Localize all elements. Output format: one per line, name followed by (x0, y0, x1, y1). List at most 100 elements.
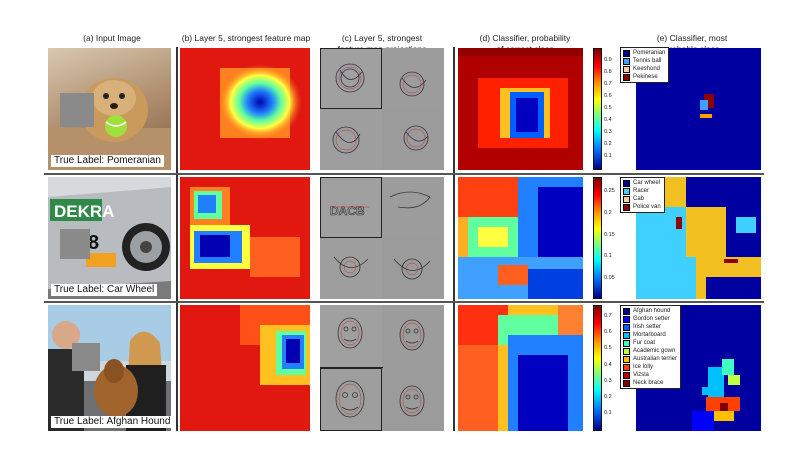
tick-label: 0.8 (604, 69, 612, 75)
legend-label: Fur coat (633, 340, 656, 346)
prob-map-pomeranian (458, 48, 583, 170)
legend-item: Pomeranian (623, 49, 665, 57)
input-image-car-wheel: DEKRA 8 True Label: Car Wheel (48, 177, 171, 299)
header-e-line1: (e) Classifier, most (656, 33, 728, 43)
legend-label: Vizsla (633, 372, 649, 378)
legend-swatch (623, 307, 630, 315)
projections-pomeranian (320, 48, 444, 170)
colorbar-ticks: 0.7 0.6 0.5 0.4 0.3 0.2 0.1 (604, 305, 624, 429)
projection-grid: DACB (320, 177, 444, 299)
legend-item: Pekinese (623, 73, 665, 81)
feature-heatmap (180, 177, 310, 299)
probability-heatmap (458, 305, 583, 431)
tick-label: 0.5 (604, 345, 612, 352)
tick-label: 0.25 (604, 188, 615, 195)
tick-label: 0.4 (604, 117, 612, 123)
occluder-square (60, 93, 94, 127)
legend-item: Car wheel (623, 179, 661, 187)
tick-label: 0.2 (604, 141, 612, 147)
legend-swatch (623, 371, 630, 379)
tick-label: 0.7 (604, 81, 612, 87)
legend-label: Neck brace (633, 380, 664, 386)
legend-label: Academic gown (633, 348, 676, 354)
legend-item: Racer (623, 187, 661, 195)
class-map-car-wheel (636, 177, 761, 299)
feature-map-pomeranian (180, 48, 310, 170)
legend-swatch (623, 347, 630, 355)
legend-item: Cab (623, 195, 661, 203)
header-c-line1: (c) Layer 5, strongest (341, 33, 423, 43)
pomeranian-photo (48, 78, 171, 170)
projection-text: DACB (330, 204, 365, 218)
input-image-pomeranian: True Label: Pomeranian (48, 48, 171, 170)
header-input-image: (a) Input Image (83, 33, 141, 43)
prob-map-car-wheel (458, 177, 583, 299)
legend-item: Keeshond (623, 65, 665, 73)
legend-label: Gordon setter (633, 316, 670, 322)
tick-label: 0.4 (604, 361, 612, 368)
legend-swatch (623, 355, 630, 363)
feature-map-car-wheel (180, 177, 310, 299)
legend-label: Mortarboard (633, 332, 666, 338)
legend-swatch (623, 179, 630, 187)
legend-label: Irish setter (633, 324, 662, 330)
legend-item: Police van (623, 203, 661, 211)
legend-label: Police van (633, 204, 661, 210)
input-image-afghan-hound: True Label: Afghan Hound (48, 305, 171, 431)
projections-afghan-hound (320, 305, 444, 431)
class-legend: Afghan hound Gordon setter Irish setter … (620, 305, 682, 389)
legend-item: Irish setter (623, 323, 677, 331)
legend-label: Afghan hound (633, 308, 671, 314)
legend-swatch (623, 339, 630, 347)
feature-heatmap (180, 48, 310, 170)
legend-swatch (623, 331, 630, 339)
tick-label: 0.5 (604, 105, 612, 111)
legend-item: Gordon setter (623, 315, 677, 323)
tick-label: 0.3 (604, 377, 612, 384)
occluder-square (60, 229, 90, 259)
legend-label: Ice lolly (633, 364, 654, 370)
legend-label: Australian terrier (633, 356, 678, 362)
probability-heatmap (458, 48, 583, 170)
colorbar (593, 177, 602, 299)
row-divider (44, 301, 764, 303)
class-legend: Pomeranian Tennis ball Keeshond Pekinese (620, 47, 670, 83)
projection-grid (320, 305, 444, 431)
header-feature-map: (b) Layer 5, strongest feature map (181, 33, 311, 43)
probability-heatmap (458, 177, 583, 299)
row-divider (44, 173, 764, 175)
legend-swatch (623, 57, 630, 65)
colorbar-ticks: 0.25 0.2 0.15 0.1 0.05 (604, 177, 624, 297)
legend-swatch (623, 187, 630, 195)
tick-label: 0.1 (604, 253, 612, 260)
legend-label: Tennis ball (633, 58, 662, 64)
tick-label: 0.15 (604, 231, 615, 238)
true-label: True Label: Car Wheel (51, 284, 158, 296)
tick-label: 0.2 (604, 393, 612, 400)
legend-label: Car wheel (633, 180, 661, 186)
legend-swatch (623, 49, 630, 57)
legend-item: Australian terrier (623, 355, 677, 363)
feature-heatmap (180, 305, 310, 431)
true-label: True Label: Pomeranian (51, 155, 164, 167)
projections-car-wheel: DACB (320, 177, 444, 299)
tick-label: 0.7 (604, 313, 612, 320)
tick-label: 0.6 (604, 329, 612, 336)
legend-item: Tennis ball (623, 57, 665, 65)
car-number: 8 (88, 232, 99, 254)
legend-item: Neck brace (623, 379, 677, 387)
legend-swatch (623, 323, 630, 331)
legend-swatch (623, 195, 630, 203)
column-divider (176, 47, 178, 431)
column-divider (453, 47, 455, 431)
occluder-square (72, 343, 100, 371)
legend-swatch (623, 379, 630, 387)
legend-swatch (623, 65, 630, 73)
legend-swatch (623, 73, 630, 81)
legend-label: Racer (633, 188, 650, 194)
prob-map-afghan-hound (458, 305, 583, 431)
tick-label: 0.6 (604, 93, 612, 99)
class-heatmap (636, 177, 761, 299)
true-label: True Label: Afghan Hound (51, 416, 171, 428)
legend-swatch (623, 363, 630, 371)
